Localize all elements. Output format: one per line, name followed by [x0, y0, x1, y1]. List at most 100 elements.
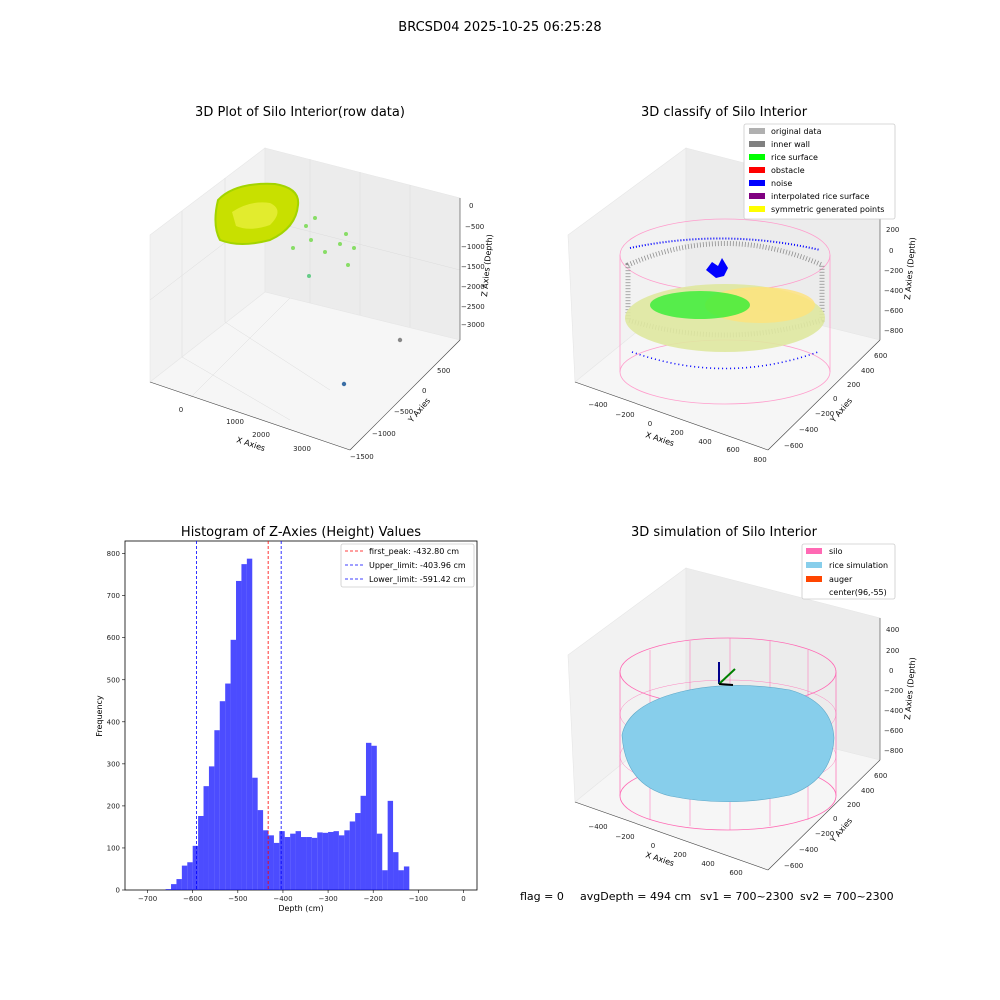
classify-y-tick: 200: [847, 381, 860, 389]
histogram-bar: [165, 889, 172, 890]
simulation-legend-label: rice simulation: [829, 561, 888, 570]
classify-x-ticks: −400 −200 0 200 400 600 800: [588, 401, 766, 464]
classify-noise-cluster: [706, 258, 728, 278]
histogram-bar: [246, 558, 253, 890]
classify-legend-box: [743, 123, 896, 220]
classify-y-tick: 600: [874, 352, 887, 360]
classify-y-tick: 0: [833, 395, 837, 403]
simulation-x-tick: 200: [673, 851, 686, 859]
histogram-bar: [284, 837, 291, 890]
histogram-y-tick: 600: [107, 634, 120, 642]
classify-legend-label: interpolated rice surface: [771, 192, 869, 201]
simulation-y-tick: 400: [861, 787, 874, 795]
histogram-bar: [236, 580, 242, 890]
simulation-legend-box: [801, 543, 896, 600]
histogram-legend-label: first_peak: -432.80 cm: [369, 547, 459, 556]
simulation-z-label: Z Axies (Depth): [903, 657, 917, 720]
raw-y-tick: 0: [422, 387, 426, 395]
simulation-rice-surface: [621, 685, 835, 803]
histogram-y-tick: 800: [107, 550, 120, 558]
raw-x-tick: 1000: [226, 418, 244, 426]
histogram-bar: [187, 862, 193, 890]
histogram-bar: [263, 830, 269, 890]
classify-z-tick: 0: [889, 247, 893, 255]
classify-legend-swatch: [749, 154, 765, 160]
classify-3d-plot: 3D classify of Silo Interior original da…: [567, 105, 917, 464]
simulation-z-tick: −800: [884, 747, 903, 755]
raw-z-tick: 0: [469, 202, 473, 210]
histogram-bar: [333, 831, 339, 890]
histogram-bar: [398, 870, 404, 890]
histogram-y-tick: 500: [107, 676, 120, 684]
classify-x-tick: 600: [726, 446, 739, 454]
simulation-z-tick: 400: [886, 626, 899, 634]
simulation-auger: [718, 662, 736, 686]
classify-z-tick: −200: [884, 267, 903, 275]
raw-points: [214, 182, 403, 387]
histogram-x-ticks: −700 −600 −500 −400 −300 −200 −100 0: [138, 890, 466, 903]
histogram-title: Histogram of Z-Axies (Height) Values: [181, 525, 421, 540]
raw-x-tick: 0: [179, 406, 183, 414]
raw-x-ticks: 0 1000 2000 3000: [179, 406, 311, 453]
histogram-y-tick: 200: [107, 802, 120, 810]
classify-rice-green: [650, 291, 750, 319]
classify-noise-top: [629, 237, 821, 251]
raw-y-ticks: 500 0 −500 −1000 −1500: [350, 367, 450, 461]
histogram-bar: [338, 835, 345, 890]
histogram-bar: [198, 815, 204, 890]
classify-y-tick: −400: [799, 426, 818, 434]
raw-point: [341, 381, 347, 387]
simulation-y-tick: −400: [799, 846, 818, 854]
histogram-bar: [322, 832, 329, 890]
histogram-bar: [365, 742, 372, 890]
simulation-legend-swatch: [806, 562, 822, 568]
histogram-bar: [208, 766, 215, 890]
raw-point: [323, 250, 327, 254]
histogram-bar: [252, 777, 258, 890]
classify-x-tick: 800: [753, 456, 766, 464]
classify-points: [619, 218, 831, 405]
histogram-bar: [393, 852, 399, 890]
histogram-bar: [295, 831, 301, 890]
simulation-y-tick: −200: [815, 830, 834, 838]
classify-legend-swatch: [749, 167, 765, 173]
simulation-legend-label: silo: [829, 547, 843, 556]
histogram-bar: [203, 786, 209, 890]
simulation-z-tick: 200: [886, 647, 899, 655]
histogram-y-tick: 100: [107, 844, 120, 852]
simulation-x-tick: −400: [588, 823, 607, 831]
classify-legend-label: obstacle: [771, 166, 805, 175]
histogram-legend-box: [340, 543, 475, 588]
raw-z-ticks: 0 −500 −1000 −1500 −2000 −2500 −3000: [461, 202, 485, 329]
sv2-text: sv2 = 700~2300: [800, 890, 894, 903]
classify-y-tick: 400: [861, 367, 874, 375]
raw-rice-surface-highlight: [232, 202, 278, 229]
raw-point: [309, 238, 313, 242]
classify-x-tick: 200: [670, 429, 683, 437]
simulation-plot-title: 3D simulation of Silo Interior: [631, 525, 818, 540]
histogram-x-tick: −500: [228, 895, 247, 903]
histogram-bars: [165, 558, 410, 890]
classify-y-ticks: 600 400 200 0 −200 −400 −600: [784, 352, 887, 450]
histogram-bar: [382, 870, 388, 890]
classify-z-tick: −400: [884, 287, 903, 295]
raw-point: [291, 246, 295, 250]
raw-z-tick: −2000: [461, 283, 485, 291]
raw-y-tick: −500: [394, 408, 413, 416]
histogram-bar: [214, 730, 220, 890]
classify-legend-swatch: [749, 141, 765, 147]
classify-y-tick: −600: [784, 442, 803, 450]
histogram-bar: [171, 884, 177, 890]
simulation-z-tick: −400: [884, 707, 903, 715]
histogram-bar: [230, 639, 237, 890]
classify-z-label: Z Axies (Depth): [903, 237, 917, 300]
classify-legend-swatch: [749, 193, 765, 199]
classify-legend: original data inner wall rice surface ob…: [743, 123, 896, 220]
simulation-y-tick: 600: [874, 772, 887, 780]
classify-x-tick: −200: [615, 411, 634, 419]
histogram-bar: [344, 830, 350, 890]
figure-suptitle: BRCSD04 2025-10-25 06:25:28: [398, 20, 601, 35]
simulation-x-ticks: −400 −200 0 200 400 600: [588, 823, 742, 877]
raw-point: [346, 263, 350, 267]
